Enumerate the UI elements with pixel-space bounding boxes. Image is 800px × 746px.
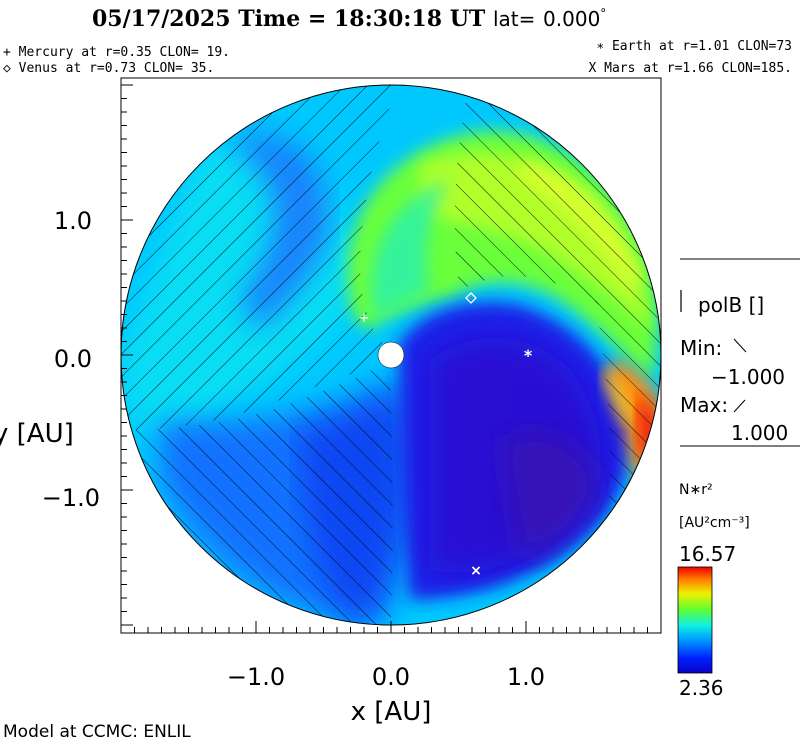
y-axis-label: y [AU] [0, 419, 74, 449]
title-date: 05/17/2025 [92, 6, 231, 32]
colorbar-units: [AU²cm⁻³] [679, 515, 750, 531]
title-lat-value: 0.000 [543, 7, 601, 31]
venus-legend: ◇ Venus at r=0.73 CLON= 35. [3, 61, 215, 76]
colorbar-min-label: 2.36 [679, 676, 724, 700]
sun-marker [377, 341, 405, 369]
polb-label: polB [] [698, 293, 765, 317]
colorbar-max-label: 16.57 [679, 542, 737, 566]
title-time: Time = 18:30:18 UT [238, 6, 486, 32]
earth-marker: * [524, 346, 533, 365]
axis-ticks [120, 84, 662, 633]
min-label: Min: [680, 336, 723, 360]
max-label: Max: [680, 393, 729, 417]
colorbar-quantity: N∗r² [679, 482, 713, 498]
mars-marker: × [470, 563, 482, 579]
y-tick-label: 0.0 [54, 345, 92, 373]
venus-marker [465, 292, 477, 304]
title-lat-label: lat= [492, 7, 536, 31]
y-tick-label: −1.0 [42, 484, 100, 512]
earth-legend: ∗ Earth at r=1.01 CLON=73 [596, 39, 792, 54]
colorbar [677, 566, 713, 674]
x-tick-label: 1.0 [507, 663, 545, 691]
x-tick-label: 0.0 [372, 663, 410, 691]
y-tick-label: 1.0 [54, 207, 92, 235]
mercury-marker: + [359, 311, 370, 326]
mercury-legend: + Mercury at r=0.35 CLON= 19. [3, 45, 230, 60]
x-tick-label: −1.0 [227, 663, 285, 691]
x-axis-label: x [AU] [351, 697, 432, 727]
model-credit: Model at CCMC: ENLIL [3, 722, 191, 742]
max-hatch-glyph [733, 399, 746, 413]
max-value: 1.000 [731, 421, 789, 445]
min-hatch-glyph [733, 338, 747, 353]
plot-title: 05/17/2025 Time = 18:30:18 UT lat= 0.000… [92, 6, 606, 32]
min-value: −1.000 [711, 365, 786, 389]
title-lat-degree: ° [600, 6, 607, 21]
mars-legend: X Mars at r=1.66 CLON=185. [588, 61, 793, 76]
